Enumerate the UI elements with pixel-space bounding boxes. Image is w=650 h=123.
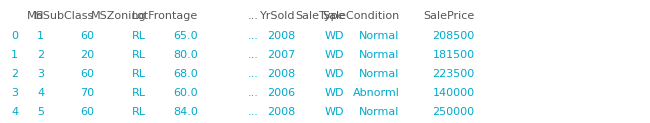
Text: WD: WD xyxy=(325,88,344,98)
Text: 2: 2 xyxy=(11,69,18,79)
Text: RL: RL xyxy=(132,50,146,60)
Text: Id: Id xyxy=(34,11,44,21)
Text: 1: 1 xyxy=(11,50,18,60)
Text: 181500: 181500 xyxy=(432,50,474,60)
Text: 2008: 2008 xyxy=(268,69,296,79)
Text: 5: 5 xyxy=(37,107,44,117)
Text: Normal: Normal xyxy=(359,31,400,41)
Text: MSSubClass: MSSubClass xyxy=(27,11,94,21)
Text: 2007: 2007 xyxy=(268,50,296,60)
Text: 2006: 2006 xyxy=(268,88,296,98)
Text: WD: WD xyxy=(325,107,344,117)
Text: 1: 1 xyxy=(37,31,44,41)
Text: 3: 3 xyxy=(37,69,44,79)
Text: 60: 60 xyxy=(80,107,94,117)
Text: RL: RL xyxy=(132,69,146,79)
Text: 208500: 208500 xyxy=(432,31,474,41)
Text: SaleCondition: SaleCondition xyxy=(322,11,400,21)
Text: WD: WD xyxy=(325,31,344,41)
Text: 60.0: 60.0 xyxy=(174,88,198,98)
Text: 65.0: 65.0 xyxy=(174,31,198,41)
Text: 84.0: 84.0 xyxy=(174,107,198,117)
Text: 2: 2 xyxy=(37,50,44,60)
Text: LotFrontage: LotFrontage xyxy=(132,11,198,21)
Text: Abnorml: Abnorml xyxy=(353,88,400,98)
Text: Normal: Normal xyxy=(359,69,400,79)
Text: Normal: Normal xyxy=(359,50,400,60)
Text: ...: ... xyxy=(248,31,259,41)
Text: ...: ... xyxy=(248,11,259,21)
Text: 140000: 140000 xyxy=(432,88,474,98)
Text: 80.0: 80.0 xyxy=(174,50,198,60)
Text: WD: WD xyxy=(325,50,344,60)
Text: 60: 60 xyxy=(80,31,94,41)
Text: RL: RL xyxy=(132,107,146,117)
Text: 223500: 223500 xyxy=(432,69,474,79)
Text: Normal: Normal xyxy=(359,107,400,117)
Text: SalePrice: SalePrice xyxy=(423,11,474,21)
Text: 4: 4 xyxy=(11,107,18,117)
Text: 4: 4 xyxy=(37,88,44,98)
Text: 0: 0 xyxy=(11,31,18,41)
Text: ...: ... xyxy=(248,50,259,60)
Text: 2008: 2008 xyxy=(268,107,296,117)
Text: MSZoning: MSZoning xyxy=(90,11,146,21)
Text: 68.0: 68.0 xyxy=(174,69,198,79)
Text: SaleType: SaleType xyxy=(295,11,344,21)
Text: ...: ... xyxy=(248,107,259,117)
Text: ...: ... xyxy=(248,69,259,79)
Text: 60: 60 xyxy=(80,69,94,79)
Text: RL: RL xyxy=(132,31,146,41)
Text: 3: 3 xyxy=(11,88,18,98)
Text: ...: ... xyxy=(248,88,259,98)
Text: WD: WD xyxy=(325,69,344,79)
Text: 20: 20 xyxy=(80,50,94,60)
Text: YrSold: YrSold xyxy=(260,11,296,21)
Text: RL: RL xyxy=(132,88,146,98)
Text: 250000: 250000 xyxy=(432,107,474,117)
Text: 2008: 2008 xyxy=(268,31,296,41)
Text: 70: 70 xyxy=(80,88,94,98)
